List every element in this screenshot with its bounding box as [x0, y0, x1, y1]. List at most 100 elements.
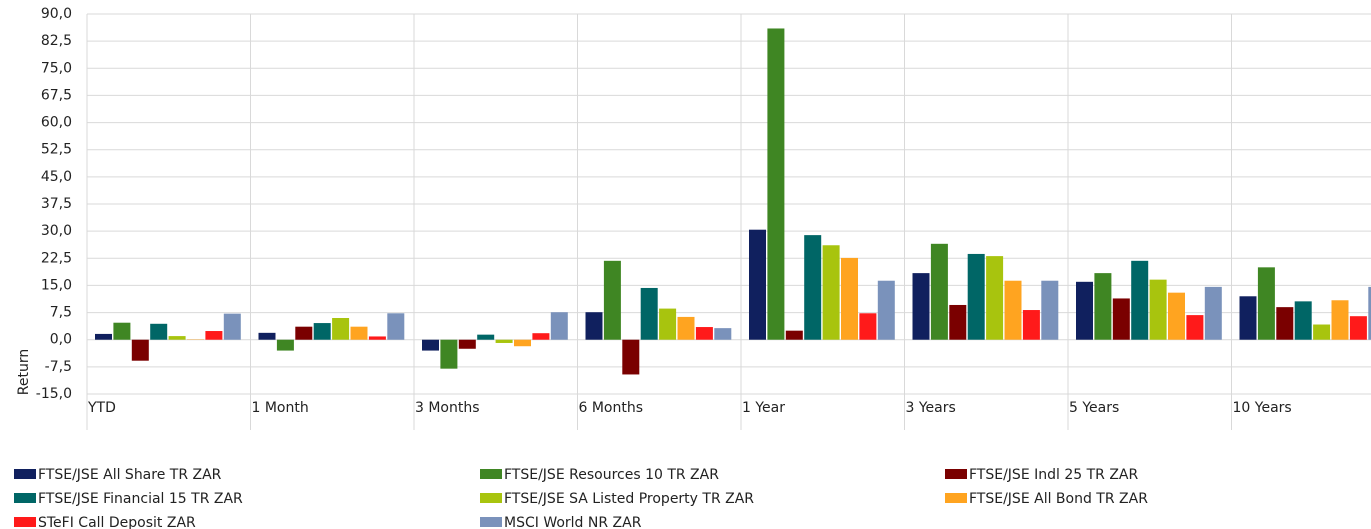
- bar: [877, 280, 895, 340]
- legend-label: FTSE/JSE SA Listed Property TR ZAR: [504, 491, 754, 507]
- x-tick-label: 1 Month: [252, 400, 309, 416]
- bar: [695, 327, 713, 340]
- bar: [1112, 298, 1130, 340]
- y-tick-label: 52,5: [41, 142, 72, 158]
- bar: [1294, 301, 1312, 340]
- bar: [603, 260, 621, 340]
- bar: [640, 287, 658, 340]
- x-tick-label: 3 Years: [906, 400, 956, 416]
- x-tick-label: 5 Years: [1069, 400, 1119, 416]
- bar: [659, 308, 677, 340]
- bar: [350, 326, 368, 340]
- bar: [532, 333, 550, 340]
- y-tick-label: 45,0: [41, 169, 72, 185]
- bar: [1239, 296, 1257, 340]
- legend-label: STeFI Call Deposit ZAR: [38, 515, 196, 529]
- y-tick-label: 82,5: [41, 33, 72, 49]
- x-tick-label: 3 Months: [415, 400, 480, 416]
- bar: [1004, 280, 1022, 340]
- legend-swatch: [14, 517, 36, 527]
- bar: [677, 316, 695, 340]
- bar: [585, 312, 603, 340]
- bar: [150, 323, 168, 340]
- bar: [550, 312, 568, 340]
- legend-swatch: [480, 493, 502, 503]
- bar: [313, 323, 331, 340]
- bar: [1276, 307, 1294, 340]
- bar: [1257, 267, 1275, 340]
- bars: [95, 28, 1371, 375]
- bar: [95, 333, 112, 340]
- y-tick-label: 15,0: [41, 277, 72, 293]
- bar: [1168, 292, 1185, 340]
- bar: [422, 339, 439, 351]
- y-tick-label: 22,5: [41, 250, 72, 266]
- bar: [912, 273, 930, 340]
- bar: [295, 326, 313, 340]
- legend-label: FTSE/JSE Indl 25 TR ZAR: [969, 467, 1139, 483]
- legend-swatch: [945, 493, 967, 503]
- bar: [332, 318, 350, 340]
- bar: [1131, 260, 1149, 340]
- bar: [223, 313, 241, 340]
- bar: [804, 235, 822, 340]
- legend-label: FTSE/JSE All Bond TR ZAR: [969, 491, 1148, 507]
- legend-swatch: [480, 517, 502, 527]
- y-tick-label: 37,5: [41, 196, 72, 212]
- bar: [1186, 315, 1204, 340]
- y-tick-label: 60,0: [41, 115, 72, 131]
- legend-swatch: [480, 469, 502, 479]
- bar: [767, 28, 785, 340]
- bar: [749, 229, 766, 340]
- bar: [1368, 286, 1371, 340]
- bar: [949, 304, 967, 340]
- y-tick-label: 75,0: [41, 60, 72, 76]
- legend-swatch: [14, 469, 36, 479]
- bar: [1076, 281, 1093, 340]
- bar: [258, 332, 276, 340]
- bar: [841, 257, 858, 340]
- bar: [514, 339, 531, 347]
- bar: [1149, 279, 1167, 340]
- bar: [1094, 273, 1112, 340]
- y-axis-label: Return: [16, 349, 32, 395]
- y-tick-label: 90,0: [41, 6, 72, 22]
- bar: [495, 339, 513, 343]
- bar: [859, 313, 877, 340]
- bar: [477, 334, 495, 340]
- y-tick-label: 0,0: [50, 332, 72, 348]
- bar: [714, 328, 732, 340]
- bar: [387, 313, 405, 340]
- bar: [785, 330, 803, 340]
- bar: [276, 339, 294, 351]
- bar: [1349, 316, 1367, 340]
- bar: [986, 256, 1004, 340]
- y-tick-label: 30,0: [41, 223, 72, 239]
- bar: [205, 331, 223, 340]
- x-tick-label: YTD: [87, 400, 116, 416]
- y-tick-label: 7,5: [50, 305, 72, 321]
- bar: [1022, 310, 1040, 340]
- x-tick-label: 6 Months: [579, 400, 644, 416]
- y-tick-label: -7,5: [45, 359, 72, 375]
- bar: [1313, 324, 1331, 340]
- legend-label: FTSE/JSE All Share TR ZAR: [38, 467, 222, 483]
- legend-swatch: [14, 493, 36, 503]
- bar: [1041, 280, 1059, 340]
- bar: [440, 339, 458, 369]
- bar: [967, 253, 985, 340]
- bar: [930, 243, 948, 340]
- bar: [131, 339, 149, 361]
- y-tick-label: 67,5: [41, 87, 72, 103]
- bar: [113, 322, 131, 340]
- bar: [822, 245, 840, 340]
- bar: [168, 336, 186, 340]
- bar: [622, 339, 640, 375]
- bar: [368, 336, 386, 340]
- legend-swatch: [945, 469, 967, 479]
- x-tick-label: 1 Year: [742, 400, 785, 416]
- y-tick-label: -15,0: [36, 386, 72, 402]
- bar: [458, 339, 476, 349]
- legend-label: FTSE/JSE Resources 10 TR ZAR: [504, 467, 719, 483]
